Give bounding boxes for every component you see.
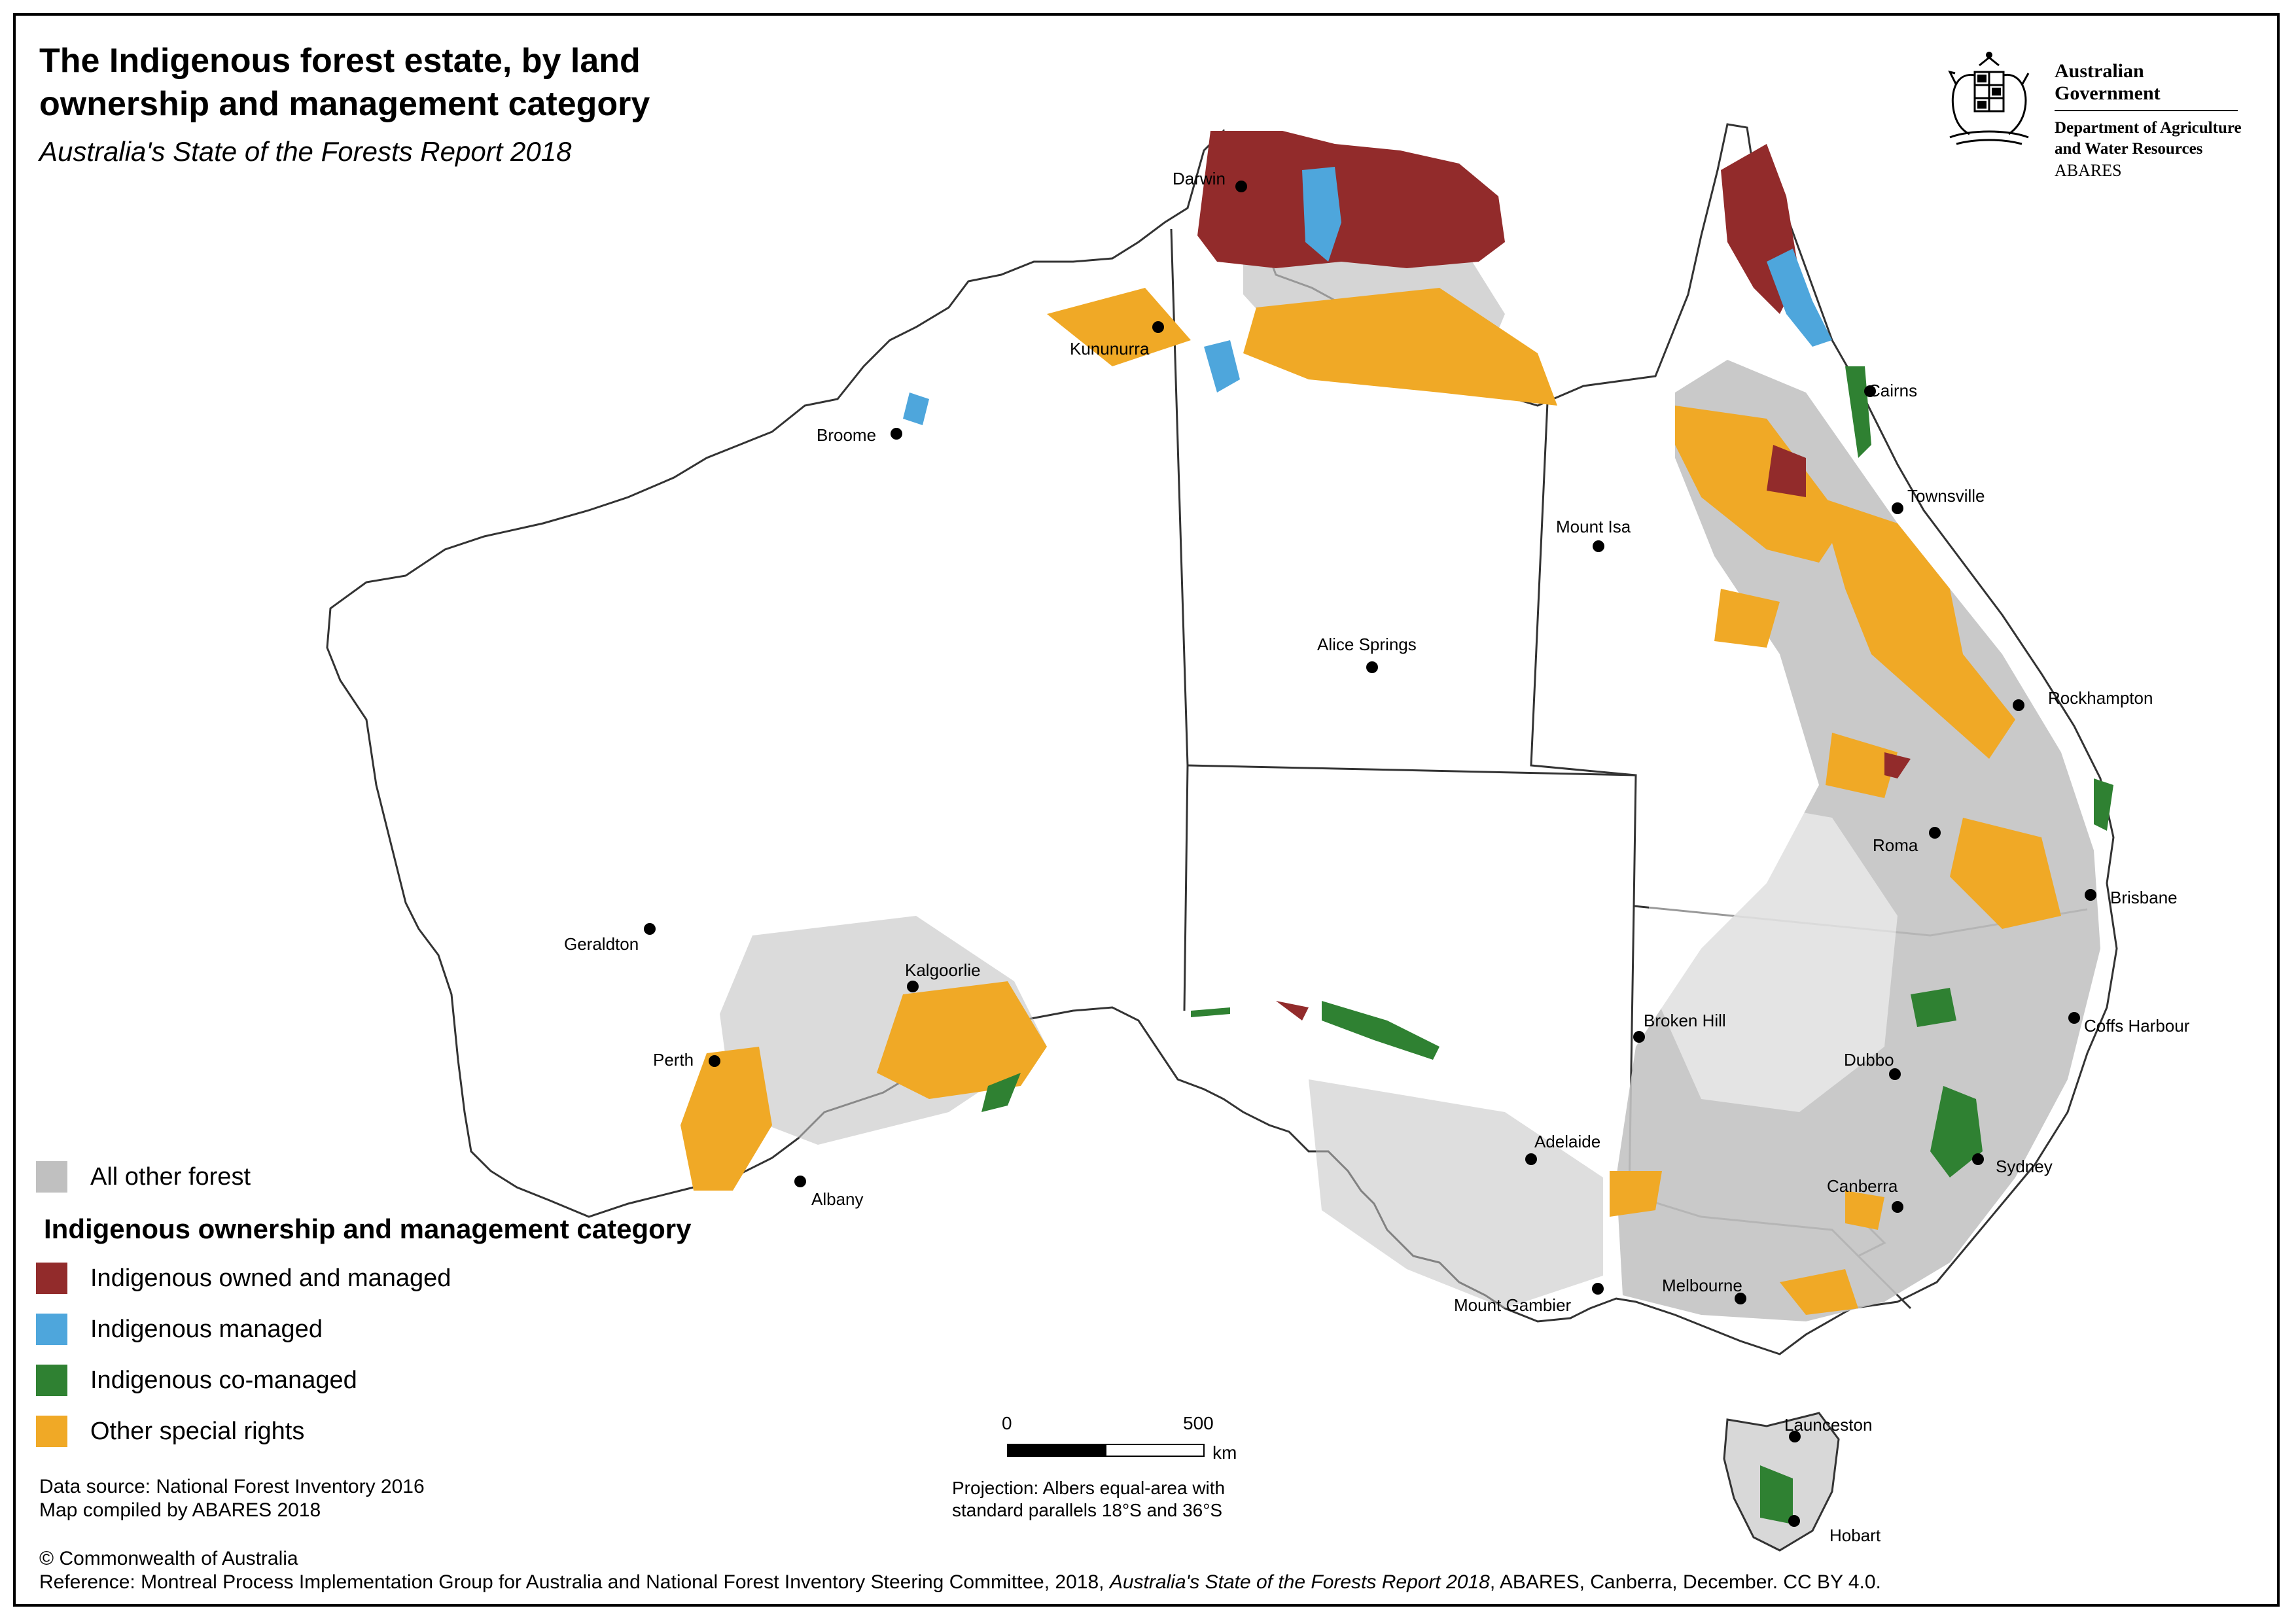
scale-start-label: 0 xyxy=(1002,1413,1012,1433)
city-label-coffs-harbour: Coffs Harbour xyxy=(2084,1016,2190,1036)
map-subtitle: Australia's State of the Forests Report … xyxy=(39,136,572,167)
city-label-geraldton: Geraldton xyxy=(564,934,639,954)
city-label-perth: Perth xyxy=(653,1050,694,1070)
city-label-cairns: Cairns xyxy=(1868,381,1918,400)
legend-swatch-special-rights xyxy=(36,1416,67,1447)
city-label-dubbo: Dubbo xyxy=(1844,1050,1894,1070)
gov-line2b: and Water Resources xyxy=(2055,140,2203,158)
projection-line2: standard parallels 18°S and 36°S xyxy=(952,1500,1223,1520)
legend-item: Indigenous managed xyxy=(36,1314,323,1345)
reference-line: Reference: Montreal Process Implementati… xyxy=(39,1571,1881,1594)
legend-label-owned: Indigenous owned and managed xyxy=(90,1264,451,1292)
gov-line1: Australian Government xyxy=(2055,60,2161,104)
city-label-adelaide: Adelaide xyxy=(1534,1132,1601,1151)
city-label-broken-hill: Broken Hill xyxy=(1644,1011,1726,1030)
city-label-rockhampton: Rockhampton xyxy=(2048,688,2153,708)
city-label-townsville: Townsville xyxy=(1907,486,1985,506)
map-title: The Indigenous forest estate, by land ow… xyxy=(39,42,650,123)
reference-prefix: Reference: Montreal Process Implementati… xyxy=(39,1571,1110,1593)
city-markers xyxy=(644,181,2096,1527)
city-label-launceston: Launceston xyxy=(1784,1415,1873,1435)
legend-item: Other special rights xyxy=(36,1416,304,1447)
indigenous-managed-regions xyxy=(903,167,1832,425)
reference-title: Australia's State of the Forests Report … xyxy=(1109,1571,1490,1593)
projection-note: Projection: Albers equal-area with stand… xyxy=(952,1477,1225,1522)
legend-swatch-co-managed xyxy=(36,1365,67,1396)
city-label-kalgoorlie: Kalgoorlie xyxy=(905,960,981,980)
scale-bar xyxy=(1007,1444,1205,1457)
legend-heading: Indigenous ownership and management cate… xyxy=(44,1213,692,1244)
city-label-albany: Albany xyxy=(811,1189,864,1209)
city-label-alice-springs: Alice Springs xyxy=(1317,635,1417,654)
city-label-melbourne: Melbourne xyxy=(1662,1276,1742,1295)
projection-line1: Projection: Albers equal-area with xyxy=(952,1478,1226,1498)
gov-line2a: Department of Agriculture xyxy=(2055,119,2242,137)
legend-label-special-rights: Other special rights xyxy=(90,1417,305,1445)
other-special-rights-regions xyxy=(680,288,2061,1315)
legend-label-co-managed: Indigenous co-managed xyxy=(90,1366,357,1394)
coat-of-arms-icon xyxy=(1948,52,2030,145)
city-label-darwin: Darwin xyxy=(1173,169,1226,188)
data-source-line2: Map compiled by ABARES 2018 xyxy=(39,1499,321,1521)
city-label-broome: Broome xyxy=(817,425,877,445)
credits: © Commonwealth of Australia Reference: M… xyxy=(39,1547,1881,1594)
city-label-canberra: Canberra xyxy=(1827,1176,1898,1196)
city-label-sydney: Sydney xyxy=(1996,1157,2053,1176)
gov-divider xyxy=(2055,110,2238,111)
city-label-mount-gambier: Mount Gambier xyxy=(1454,1295,1572,1315)
city-label-kununurra: Kununurra xyxy=(1070,339,1150,358)
city-label-roma: Roma xyxy=(1873,835,1918,855)
city-label-mount-isa: Mount Isa xyxy=(1556,517,1631,536)
legend-other-forest: All other forest xyxy=(36,1161,251,1193)
data-source-line1: Data source: National Forest Inventory 2… xyxy=(39,1476,425,1497)
map-frame xyxy=(13,13,2280,1607)
scale-end-label: 500 xyxy=(1183,1413,1214,1433)
legend-item: Indigenous owned and managed xyxy=(36,1263,451,1294)
government-logo: Australian Government Department of Agri… xyxy=(1930,46,2244,180)
legend-label-managed: Indigenous managed xyxy=(90,1315,323,1343)
city-label-hobart: Hobart xyxy=(1829,1526,1881,1545)
legend-item: Indigenous co-managed xyxy=(36,1365,357,1396)
legend-swatch-other xyxy=(36,1161,67,1193)
scale-unit-label: km xyxy=(1212,1442,1237,1463)
legend-swatch-owned xyxy=(36,1263,67,1294)
legend-swatch-managed xyxy=(36,1314,67,1345)
legend-label-other: All other forest xyxy=(90,1162,251,1191)
copyright-line: © Commonwealth of Australia xyxy=(39,1548,298,1569)
reference-suffix: , ABARES, Canberra, December. CC BY 4.0. xyxy=(1489,1571,1881,1593)
gov-line3: ABARES xyxy=(2055,161,2122,180)
data-source-note: Data source: National Forest Inventory 2… xyxy=(39,1475,425,1522)
city-label-brisbane: Brisbane xyxy=(2110,888,2178,907)
